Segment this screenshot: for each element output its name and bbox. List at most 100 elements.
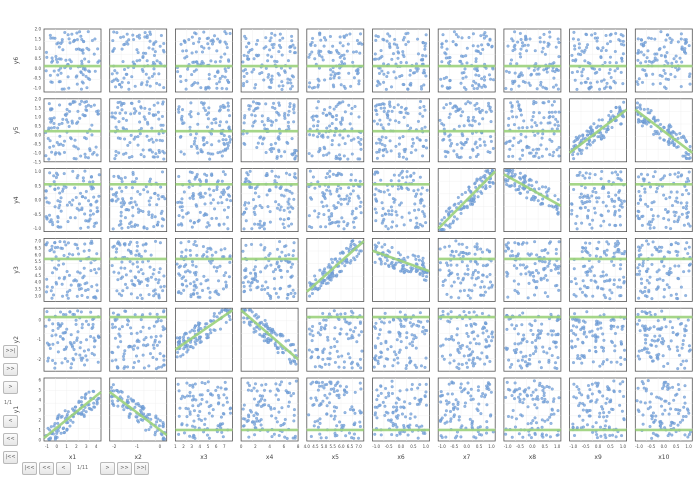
scatter-point (638, 194, 642, 198)
scatter-point (196, 122, 200, 126)
scatter-point (127, 156, 131, 159)
scatter-point (595, 196, 598, 200)
scatter-point (414, 269, 418, 273)
scatter-point (87, 199, 91, 203)
scatter-point (197, 328, 200, 332)
scatter-point (129, 292, 133, 296)
scatter-point (154, 277, 158, 281)
scatter-point (331, 70, 335, 74)
scatter-point (183, 345, 187, 349)
scatter-point (162, 363, 166, 367)
scatter-point (321, 58, 325, 62)
scatter-point (601, 270, 605, 274)
scatter-point (311, 175, 315, 179)
scatter-point (684, 207, 688, 211)
scatter-point (243, 308, 247, 312)
scatter-point (250, 227, 254, 231)
scatter-point (677, 215, 681, 219)
scatter-point (662, 264, 666, 268)
scatter-point (252, 121, 256, 124)
scatter-point (338, 101, 342, 105)
scatter-point (210, 173, 214, 177)
scatter-point (402, 223, 406, 227)
panel-frame (437, 28, 496, 93)
scatter-point (452, 203, 456, 207)
scatter-point (82, 349, 86, 353)
scatter-point (320, 55, 324, 59)
scatter-point (448, 225, 452, 229)
scatter-point (314, 278, 318, 282)
scatter-point (470, 198, 474, 202)
scatter-point (111, 245, 115, 249)
scatter-point (648, 220, 651, 224)
scatter-point (184, 255, 188, 259)
scatter-point (316, 215, 320, 219)
scatter-point (456, 35, 460, 39)
scatter-point (196, 81, 200, 85)
scatter-point (44, 50, 48, 54)
scatter-point (215, 266, 219, 270)
scatter-point (289, 81, 293, 85)
scatter-point (61, 143, 65, 147)
scatter-point (535, 124, 539, 127)
scatter-point (640, 281, 644, 285)
scatter-point (113, 157, 117, 161)
scatter-point (513, 241, 517, 245)
scatter-point (80, 206, 84, 210)
scatter-point (506, 44, 510, 48)
scatter-point (604, 253, 608, 257)
scatter-point (133, 180, 137, 184)
scatter-point (283, 116, 287, 120)
scatter-point (275, 110, 279, 114)
scatter-point (647, 36, 651, 40)
scatter-point (462, 288, 466, 292)
scatter-point (63, 139, 67, 143)
row-label-y5: y5 (13, 126, 20, 134)
scatter-point (611, 114, 615, 118)
scatter-point (333, 257, 337, 261)
scatter-point (202, 142, 206, 146)
scatter-point (213, 328, 217, 332)
scatter-point (179, 117, 183, 121)
scatter-point (636, 51, 640, 55)
scatter-point (534, 151, 538, 155)
scatter-point (580, 148, 584, 152)
scatter-point (319, 284, 323, 288)
scatter-point (637, 118, 641, 122)
scatter-point (288, 45, 292, 49)
scatter-point (283, 245, 286, 249)
scatter-point (246, 179, 250, 183)
scatter-point (124, 185, 128, 189)
scatter-point (390, 109, 394, 113)
scatter-point (51, 271, 54, 275)
scatter-point (591, 294, 595, 298)
scatter-point (651, 60, 655, 64)
scatter-point (668, 267, 672, 271)
scatter-point (444, 103, 448, 107)
scatter-point (377, 150, 381, 154)
scatter-point (469, 259, 473, 263)
scatter-point (554, 267, 558, 271)
scatter-point (156, 101, 160, 105)
scatter-point (134, 109, 138, 113)
scatter-point (527, 81, 531, 85)
scatter-point (394, 144, 398, 148)
scatter-point (514, 188, 518, 192)
scatter-point (474, 57, 478, 61)
scatter-point (461, 76, 465, 80)
scatter-point (94, 271, 98, 275)
scatter-point (532, 110, 536, 114)
scatter-point (215, 49, 219, 53)
scatter-point (657, 245, 661, 249)
scatter-point (265, 172, 269, 176)
scatter-point (557, 145, 561, 149)
scatter-point (218, 39, 222, 43)
scatter-point (89, 335, 93, 338)
scatter-point (602, 78, 606, 82)
scatter-point (445, 261, 449, 265)
scatter-point (345, 33, 349, 37)
scatter-point (328, 124, 332, 128)
scatter-point (421, 154, 425, 158)
scatter-point (529, 73, 533, 77)
scatter-point (685, 201, 689, 205)
